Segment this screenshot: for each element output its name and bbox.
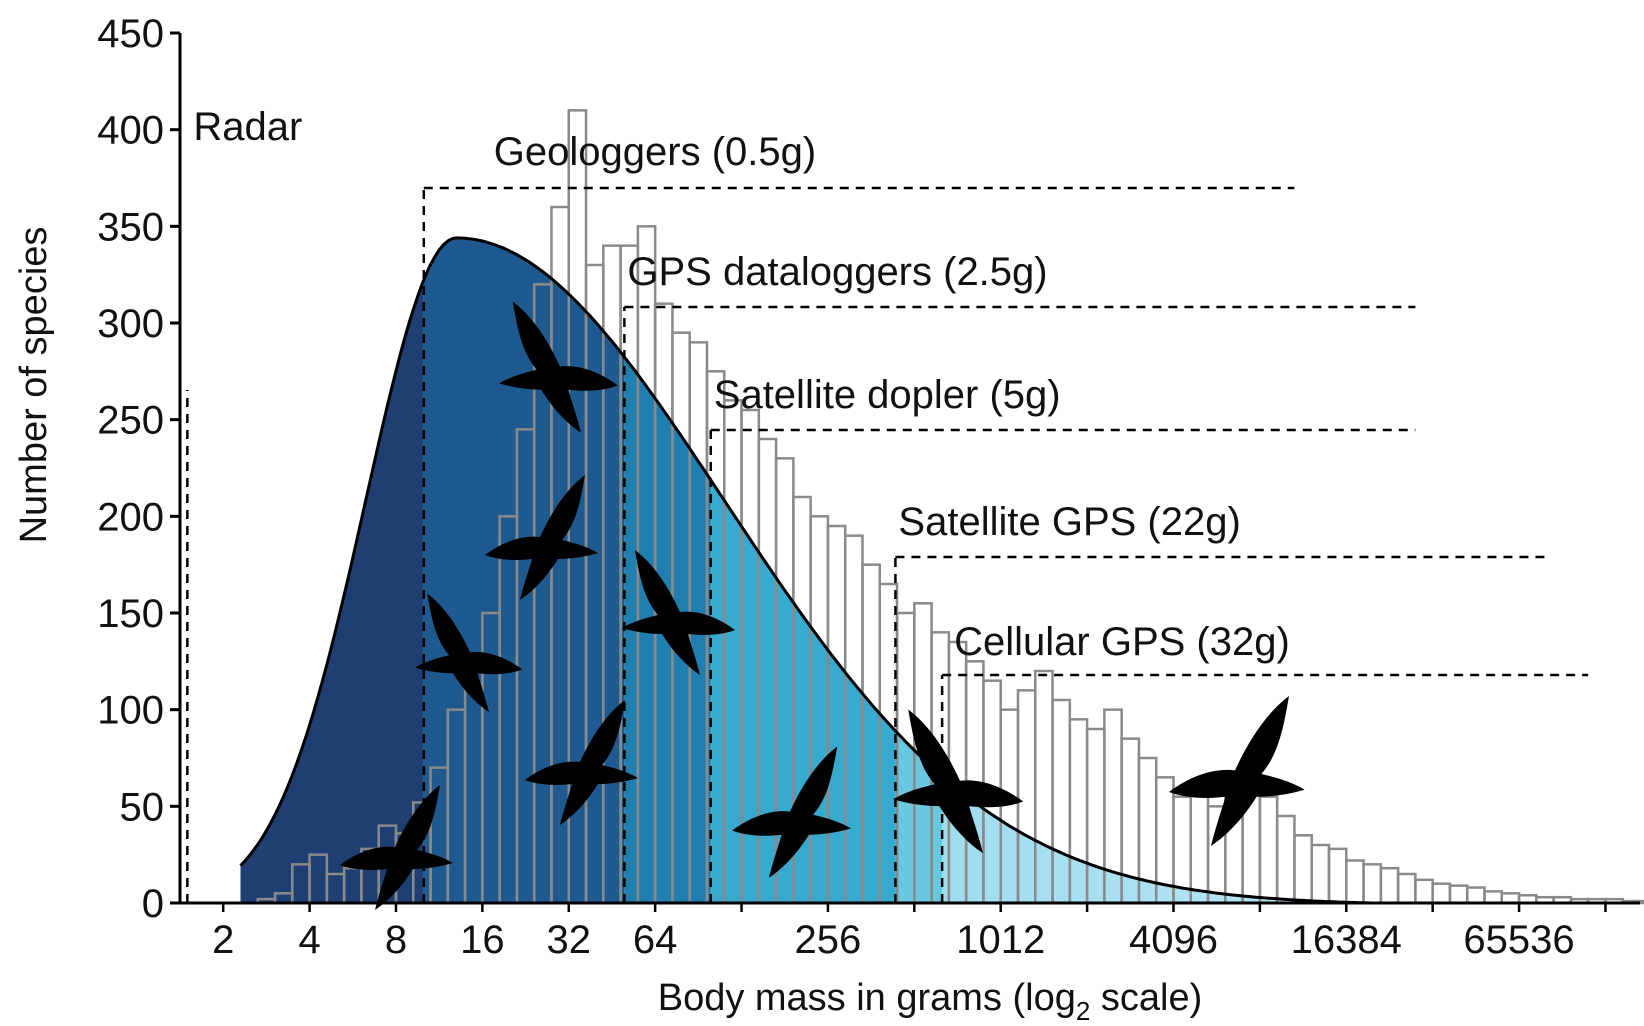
y-tick-label: 150 bbox=[97, 592, 164, 636]
y-axis-title: Number of species bbox=[13, 227, 55, 544]
x-tick-label: 16 bbox=[460, 918, 505, 962]
x-tick-label: 32 bbox=[547, 918, 592, 962]
x-tick-label: 65536 bbox=[1463, 918, 1574, 962]
x-tick-label: 64 bbox=[633, 918, 678, 962]
x-tick-label: 8 bbox=[385, 918, 407, 962]
sparrow-silhouette bbox=[485, 475, 598, 600]
x-tick-label: 1012 bbox=[956, 918, 1045, 962]
y-tick-label: 250 bbox=[97, 399, 164, 443]
y-tick-label: 450 bbox=[97, 12, 164, 56]
technology-thresholds: Radar Geologgers (0.5g) GPS dataloggers (2… bbox=[186, 105, 1589, 903]
histogram-bar bbox=[1448, 884, 1469, 905]
histogram-bar bbox=[1414, 878, 1434, 905]
histogram-bar bbox=[1345, 859, 1365, 905]
x-axis-title: Body mass in grams (log2 scale) bbox=[658, 977, 1203, 1026]
threshold-label: Geologgers (0.5g) bbox=[494, 130, 816, 174]
x-tick-label: 256 bbox=[795, 918, 862, 962]
y-tick-label: 0 bbox=[142, 882, 164, 926]
y-tick-label: 100 bbox=[97, 689, 164, 733]
histogram-bar bbox=[1189, 785, 1210, 905]
axes: 0 50 100 150 200 250 300 350 400 450 2 4 8 16 32 64 256 1… bbox=[97, 12, 1640, 962]
x-axis-title-suffix: scale) bbox=[1090, 977, 1202, 1019]
histogram-bar bbox=[1293, 834, 1313, 905]
histogram-bar bbox=[1310, 843, 1331, 905]
goose-silhouette bbox=[893, 709, 1024, 854]
histogram-bar bbox=[1327, 847, 1348, 905]
x-tick-label: 4096 bbox=[1129, 918, 1218, 962]
x-tick-label: 16384 bbox=[1291, 918, 1402, 962]
swan-silhouette bbox=[1169, 696, 1305, 846]
histogram-bar bbox=[1362, 863, 1383, 905]
x-tick-label: 2 bbox=[212, 918, 234, 962]
threshold-label: Satellite GPS (22g) bbox=[898, 500, 1240, 544]
histogram-bar bbox=[1379, 866, 1400, 905]
thrush-silhouette bbox=[622, 550, 735, 675]
x-axis-title-subscript: 2 bbox=[1076, 996, 1090, 1026]
y-tick-label: 400 bbox=[97, 109, 164, 153]
y-tick-label: 200 bbox=[97, 495, 164, 539]
histogram-bar bbox=[1258, 795, 1279, 905]
histogram-bar bbox=[1396, 872, 1417, 905]
songbird-silhouette bbox=[499, 301, 618, 433]
histogram-bar bbox=[1465, 886, 1486, 905]
mass-band-1 bbox=[240, 237, 424, 903]
finch-silhouette bbox=[414, 593, 523, 713]
bird-silhouettes bbox=[340, 301, 1305, 910]
mass-bands bbox=[240, 237, 1571, 903]
histogram-bar bbox=[1431, 882, 1452, 905]
x-tick-label: 4 bbox=[298, 918, 320, 962]
crow-silhouette bbox=[732, 746, 851, 878]
threshold-label: GPS dataloggers (2.5g) bbox=[627, 250, 1047, 294]
threshold-label: Satellite dopler (5g) bbox=[714, 373, 1061, 417]
x-axis-title-main: Body mass in grams (log bbox=[658, 977, 1076, 1019]
swallow-silhouette bbox=[525, 700, 638, 825]
y-tick-label: 50 bbox=[120, 785, 165, 829]
histogram-bar bbox=[1638, 899, 1644, 905]
histogram-bar bbox=[1483, 890, 1504, 905]
histogram-bar bbox=[1275, 814, 1296, 905]
y-tick-label: 350 bbox=[97, 205, 164, 249]
y-tick-label: 300 bbox=[97, 302, 164, 346]
mass-band-6 bbox=[942, 237, 1571, 903]
threshold-label: Radar bbox=[193, 105, 302, 149]
threshold-label: Cellular GPS (32g) bbox=[954, 620, 1290, 664]
